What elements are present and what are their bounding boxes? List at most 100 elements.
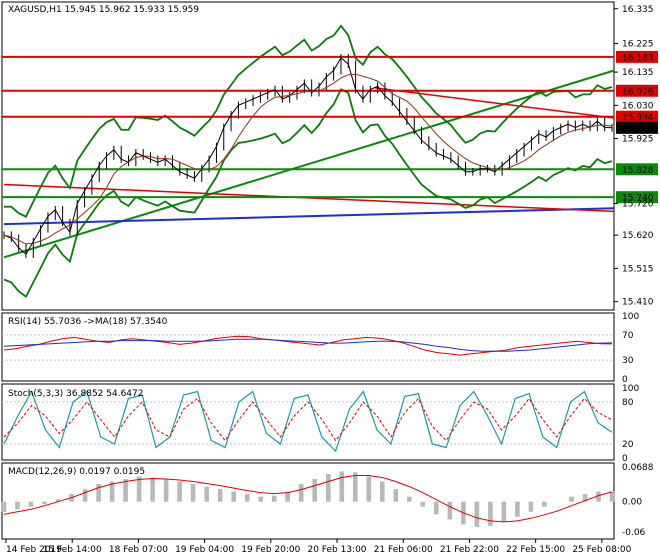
macd-histogram-bar	[258, 496, 263, 502]
macd-histogram-bar	[447, 501, 453, 520]
macd-histogram-bar	[96, 484, 101, 502]
price-tick-label: 16.225	[622, 40, 654, 50]
rsi-panel-frame	[1, 312, 615, 382]
level-tag-4	[616, 163, 658, 176]
macd-histogram-bar	[393, 489, 399, 502]
level-tag-text-5: 15.740	[622, 194, 654, 204]
macd-histogram-bar	[271, 495, 277, 502]
macd-histogram-bar	[55, 499, 61, 502]
macd-histogram-bar	[569, 496, 574, 502]
macd-signal-line	[3, 475, 613, 523]
support-trendline	[3, 207, 615, 226]
symbol-header: XAGUSD,H1 15.945 15.962 15.933 15.959	[8, 5, 199, 15]
macd-histogram-bar	[204, 486, 209, 502]
level-tag-5	[616, 191, 658, 204]
macd-histogram-bar	[28, 501, 34, 507]
stoch-tick-label: 80	[622, 398, 634, 408]
macd-histogram-bar	[285, 491, 290, 502]
macd-header: MACD(12,26,9) 0.0197 0.0195	[8, 467, 145, 477]
resistance-trendline	[374, 87, 615, 119]
macd-histogram-bar	[177, 481, 182, 502]
macd-histogram-bar	[150, 477, 155, 502]
macd-histogram-bar	[298, 484, 304, 502]
level-tag-text-1: 16.076	[622, 87, 654, 97]
stoch-main-line	[3, 390, 613, 453]
price-tick-label: 16.030	[622, 101, 654, 111]
macd-histogram-bar	[82, 489, 88, 502]
macd-histogram-bar	[420, 501, 426, 507]
macd-histogram-bar	[582, 494, 588, 502]
macd-histogram-bar	[42, 501, 47, 505]
price-tick-label: 16.135	[622, 68, 654, 78]
macd-histogram-bar	[326, 474, 331, 502]
rising-trendline	[3, 69, 615, 259]
macd-panel-frame	[1, 462, 615, 540]
macd-histogram-bar	[136, 476, 142, 502]
macd-histogram-bar	[501, 501, 507, 522]
macd-histogram-bar	[366, 476, 372, 502]
macd-histogram-bar	[109, 481, 115, 502]
axes: 16.335 16.225 16.135 16.030 15.925 15.720 15.6…	[5, 5, 654, 555]
fast-ma	[3, 73, 613, 245]
stoch-signal-line	[3, 397, 613, 442]
price-line	[3, 57, 613, 255]
price-tick-label: 15.720	[622, 200, 654, 210]
rsi-panel	[2, 334, 614, 361]
macd-histogram-bar	[1, 501, 7, 512]
level-tag-text-2: 15.994	[622, 113, 654, 123]
price-panel-frame	[1, 1, 615, 311]
level-tag-text-4: 15.828	[622, 166, 654, 176]
stoch-tick-label: 100	[622, 384, 639, 394]
price-tick-label: 15.620	[622, 231, 654, 241]
macd-histogram-bar	[515, 501, 520, 517]
stoch-tick-label: 0	[622, 454, 628, 464]
level-tag-text-0: 16.183	[622, 53, 654, 63]
time-tick-label: 19 Feb 04:00	[175, 545, 234, 555]
macd-histogram-bar	[312, 479, 317, 502]
macd-histogram-bar	[434, 501, 439, 515]
macd-histogram-bar	[488, 501, 493, 526]
macd-histogram-bar	[244, 494, 250, 502]
stoch-tick-label: 20	[622, 440, 634, 450]
macd-histogram-bar	[15, 501, 20, 510]
time-tick-label: 15 Feb 14:00	[43, 545, 102, 555]
price-tick-label: 15.410	[622, 298, 654, 308]
rsi-line	[3, 335, 613, 356]
level-tag-2	[616, 110, 658, 123]
time-tick-label: 18 Feb 07:00	[109, 545, 168, 555]
rsi-tick-label: 0	[622, 375, 628, 385]
macd-histogram-bar	[339, 471, 345, 502]
stochastic-panel	[2, 390, 614, 453]
macd-histogram-bar	[528, 501, 534, 512]
macd-tick-label: 0.00	[622, 498, 642, 508]
macd-histogram-bar	[231, 491, 236, 502]
rsi-header: RSI(14) 55.7036 ->MA(18) 57.3540	[8, 317, 168, 327]
stoch-header: Stoch(5,3,3) 36.8852 54.6472	[8, 389, 143, 399]
macd-histogram-bar	[542, 501, 547, 507]
macd-histogram-bar	[380, 481, 385, 502]
time-tick-label: 25 Feb 08:00	[572, 545, 631, 555]
macd-histogram-bar	[407, 496, 412, 502]
level-tag-0	[616, 50, 658, 63]
level-tag-3	[616, 121, 658, 134]
level-tag-1	[616, 84, 658, 97]
macd-tick-label: 0.0688	[622, 463, 654, 473]
price-tick-label: 15.925	[622, 135, 654, 145]
macd-panel	[1, 471, 615, 527]
time-tick-label: 21 Feb 22:00	[440, 545, 499, 555]
price-tick-label: 16.335	[622, 5, 654, 15]
level-tag-text-3: 15.959	[622, 124, 654, 134]
macd-histogram-bar	[474, 501, 480, 527]
macd-histogram-bar	[163, 479, 169, 502]
macd-histogram-bar	[123, 479, 128, 502]
macd-histogram-bar	[596, 491, 601, 502]
rsi-tick-label: 30	[622, 356, 634, 366]
time-tick-label: 20 Feb 13:00	[307, 545, 366, 555]
macd-histogram-bar	[190, 484, 196, 502]
price-tick-label: 15.515	[622, 264, 654, 274]
macd-histogram-bar	[217, 489, 223, 502]
rsi-ma-line	[3, 338, 613, 352]
time-tick-label: 21 Feb 06:00	[374, 545, 433, 555]
